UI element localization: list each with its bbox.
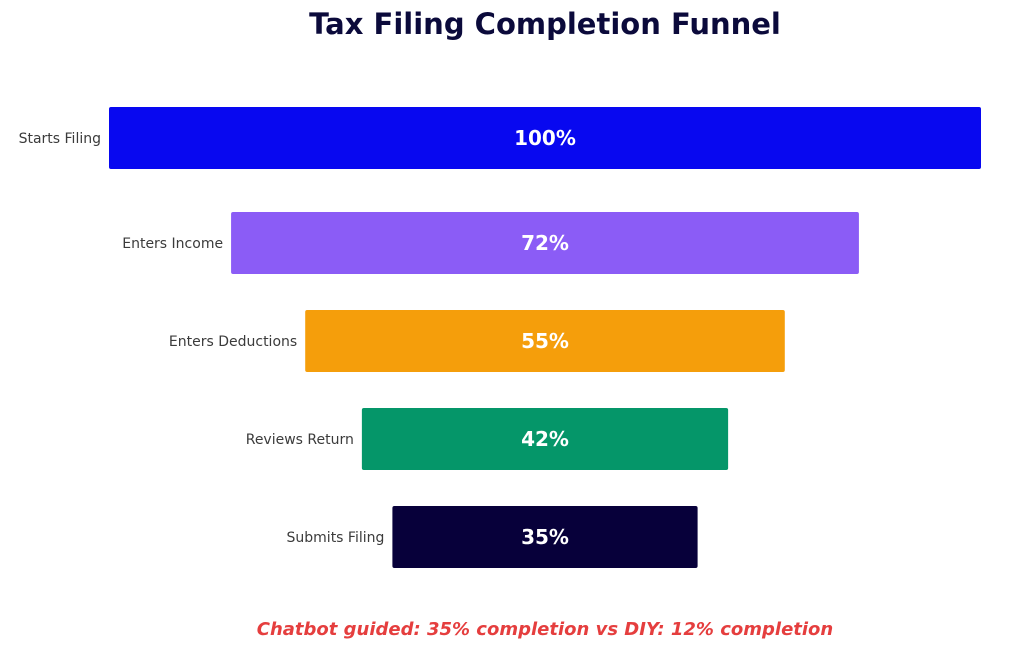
value-label: 72% — [521, 231, 569, 255]
value-label: 42% — [521, 427, 569, 451]
stage-label: Reviews Return — [246, 432, 354, 448]
value-label: 100% — [514, 126, 576, 150]
stage-label: Enters Deductions — [169, 334, 297, 350]
funnel-bars: Starts Filing 100% Enters Income 72% Enters … — [19, 107, 981, 568]
stage-label: Submits Filing — [287, 530, 385, 546]
value-label: 35% — [521, 525, 569, 549]
funnel-bar — [305, 310, 785, 372]
stage-label: Starts Filing — [19, 131, 101, 147]
chart-title: Tax Filing Completion Funnel — [309, 7, 781, 41]
funnel-bar — [231, 212, 859, 274]
stage-label: Enters Income — [122, 236, 223, 252]
funnel-bar — [392, 506, 698, 568]
funnel-bar — [109, 107, 981, 169]
value-label: 55% — [521, 329, 569, 353]
funnel-bar — [361, 408, 729, 470]
comparison-annotation: Chatbot guided: 35% completion vs DIY: 1… — [257, 619, 833, 640]
